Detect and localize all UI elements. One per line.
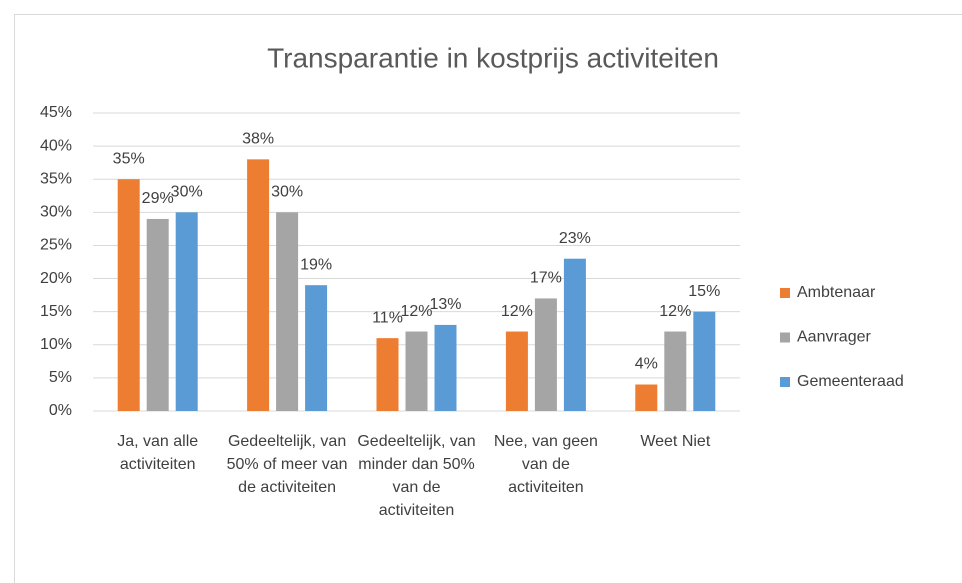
- bar: [175, 212, 198, 411]
- chart-title: Transparantie in kostprijs activiteiten: [267, 42, 719, 73]
- legend-label: Aanvrager: [797, 329, 871, 346]
- data-label: 30%: [271, 184, 303, 201]
- data-label: 38%: [242, 131, 274, 148]
- y-tick-label: 5%: [49, 369, 72, 386]
- y-tick-label: 40%: [40, 137, 72, 154]
- y-tick-label: 10%: [40, 336, 72, 353]
- y-tick-label: 20%: [40, 270, 72, 287]
- bar: [505, 331, 528, 411]
- y-tick-label: 30%: [40, 204, 72, 221]
- legend-swatch: [780, 377, 790, 387]
- y-tick-label: 35%: [40, 170, 72, 187]
- data-label: 19%: [300, 256, 332, 273]
- bar: [434, 324, 457, 411]
- bar: [117, 179, 140, 411]
- x-tick-label: Nee, van geen van de activiteiten: [493, 433, 598, 496]
- data-label: 30%: [171, 184, 203, 201]
- data-label: 12%: [501, 303, 533, 320]
- x-tick-label: Gedeeltelijk, van minder dan 50% van de …: [357, 433, 476, 519]
- bar: [305, 285, 328, 411]
- bar: [247, 159, 270, 411]
- data-label: 4%: [635, 356, 658, 373]
- data-label: 12%: [400, 303, 432, 320]
- bar: [664, 331, 687, 411]
- y-tick-label: 45%: [40, 104, 72, 121]
- y-tick-label: 25%: [40, 237, 72, 254]
- bar: [376, 338, 399, 411]
- data-label: 29%: [142, 190, 174, 207]
- legend-swatch: [780, 288, 790, 298]
- data-label: 15%: [688, 283, 720, 300]
- bar: [563, 258, 586, 411]
- bar: [635, 384, 658, 411]
- bar: [693, 311, 716, 411]
- legend-label: Ambtenaar: [797, 284, 876, 301]
- bar: [146, 218, 169, 411]
- bar: [534, 298, 557, 411]
- y-tick-label: 0%: [49, 402, 72, 419]
- data-label: 23%: [559, 230, 591, 247]
- data-label: 35%: [113, 150, 145, 167]
- data-label: 17%: [530, 270, 562, 287]
- data-label: 12%: [659, 303, 691, 320]
- legend-label: Gemeenteraad: [797, 373, 904, 390]
- y-tick-label: 15%: [40, 303, 72, 320]
- x-tick-label: Gedeeltelijk, van 50% of meer van de act…: [226, 433, 348, 496]
- legend-swatch: [780, 332, 790, 343]
- x-tick-label: Ja, van alle activiteiten: [117, 433, 199, 473]
- x-tick-label: Weet Niet: [640, 433, 711, 450]
- chart-border: [14, 14, 962, 583]
- data-label: 13%: [429, 296, 461, 313]
- bar: [276, 212, 299, 411]
- data-label: 11%: [372, 309, 403, 326]
- bar: [405, 331, 428, 411]
